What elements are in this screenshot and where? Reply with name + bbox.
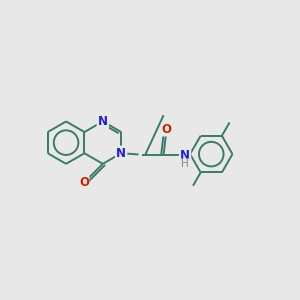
Text: H: H (181, 159, 189, 169)
Text: O: O (161, 123, 172, 136)
Text: O: O (79, 176, 89, 189)
Text: N: N (180, 149, 190, 162)
Text: N: N (116, 147, 126, 160)
Text: N: N (98, 115, 108, 128)
